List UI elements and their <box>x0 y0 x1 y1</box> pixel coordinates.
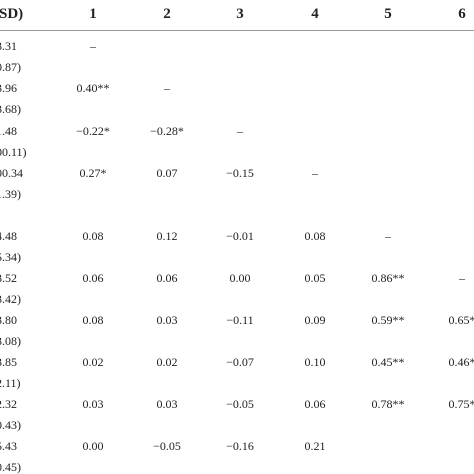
cell: −0.01 <box>226 229 254 243</box>
cell: 0.03 <box>82 397 104 411</box>
cell: 0.00 <box>82 439 104 453</box>
cell: 0.45** <box>371 355 405 369</box>
sd: 3.08) <box>0 334 21 348</box>
cell: 0.75* <box>448 397 474 411</box>
cell: 0.59** <box>371 313 405 327</box>
header-cell: 4 <box>311 6 319 22</box>
cell: −0.07 <box>226 355 254 369</box>
cell: 0.86** <box>371 271 405 285</box>
cell: – <box>385 229 391 243</box>
cell: – <box>237 124 243 138</box>
cell: – <box>90 39 96 53</box>
header-cell: 2 <box>163 6 171 22</box>
cell: 0.40** <box>76 81 110 95</box>
header-cell: (SD) <box>0 6 24 22</box>
cell: −0.15 <box>226 166 254 180</box>
sd: 3.42) <box>0 292 21 306</box>
cell: 0.78** <box>371 397 405 411</box>
cell: −0.05 <box>153 439 181 453</box>
cell: 0.08 <box>82 229 104 243</box>
cell: 0.12 <box>156 229 178 243</box>
cell: 0.03 <box>156 313 178 327</box>
cell: −0.22* <box>76 124 110 138</box>
cell: 0.65* <box>448 313 474 327</box>
cell: 0.00 <box>229 271 251 285</box>
mean: 3.52 <box>0 271 17 285</box>
cell: 0.21 <box>304 439 326 453</box>
header-cell: 5 <box>384 6 392 22</box>
sd: 0.43) <box>0 418 21 432</box>
sd: 5.34) <box>0 250 21 264</box>
cell: – <box>312 166 318 180</box>
cell: −0.16 <box>226 439 254 453</box>
mean: 5.43 <box>0 439 17 453</box>
mean: 1.48 <box>0 124 17 138</box>
header-cell: 6 <box>458 6 466 22</box>
cell: 0.05 <box>304 271 326 285</box>
sd: 1.39) <box>0 187 21 201</box>
mean: 00.34 <box>0 166 23 180</box>
cell: −0.28* <box>150 124 184 138</box>
cell: −0.11 <box>226 313 254 327</box>
header-cell: 3 <box>236 6 244 22</box>
cell: 0.08 <box>304 229 326 243</box>
mean: 3.31 <box>0 39 17 53</box>
sd: 2.11) <box>0 376 21 390</box>
mean: 3.96 <box>0 81 17 95</box>
cell: 0.09 <box>304 313 326 327</box>
cell: 0.46* <box>448 355 474 369</box>
sd: 00.11) <box>0 145 27 159</box>
mean: 3.85 <box>0 355 17 369</box>
sd: 0.87) <box>0 60 21 74</box>
cell: 0.08 <box>82 313 104 327</box>
cell: 0.27* <box>79 166 107 180</box>
header-cell: 1 <box>89 6 97 22</box>
cell: – <box>164 81 170 95</box>
cell: 0.02 <box>156 355 178 369</box>
cell: −0.05 <box>226 397 254 411</box>
cell: 0.02 <box>82 355 104 369</box>
cell: 0.07 <box>156 166 178 180</box>
cell: 0.03 <box>156 397 178 411</box>
mean: 2.32 <box>0 397 17 411</box>
mean: 4.48 <box>0 229 17 243</box>
cell: – <box>459 271 465 285</box>
sd: 3.68) <box>0 102 21 116</box>
sd: 0.45) <box>0 460 21 474</box>
cell: 0.06 <box>304 397 326 411</box>
cell: 0.06 <box>156 271 178 285</box>
cell: 0.10 <box>304 355 326 369</box>
mean: 3.80 <box>0 313 17 327</box>
header-rule <box>0 30 474 31</box>
cell: 0.06 <box>82 271 104 285</box>
